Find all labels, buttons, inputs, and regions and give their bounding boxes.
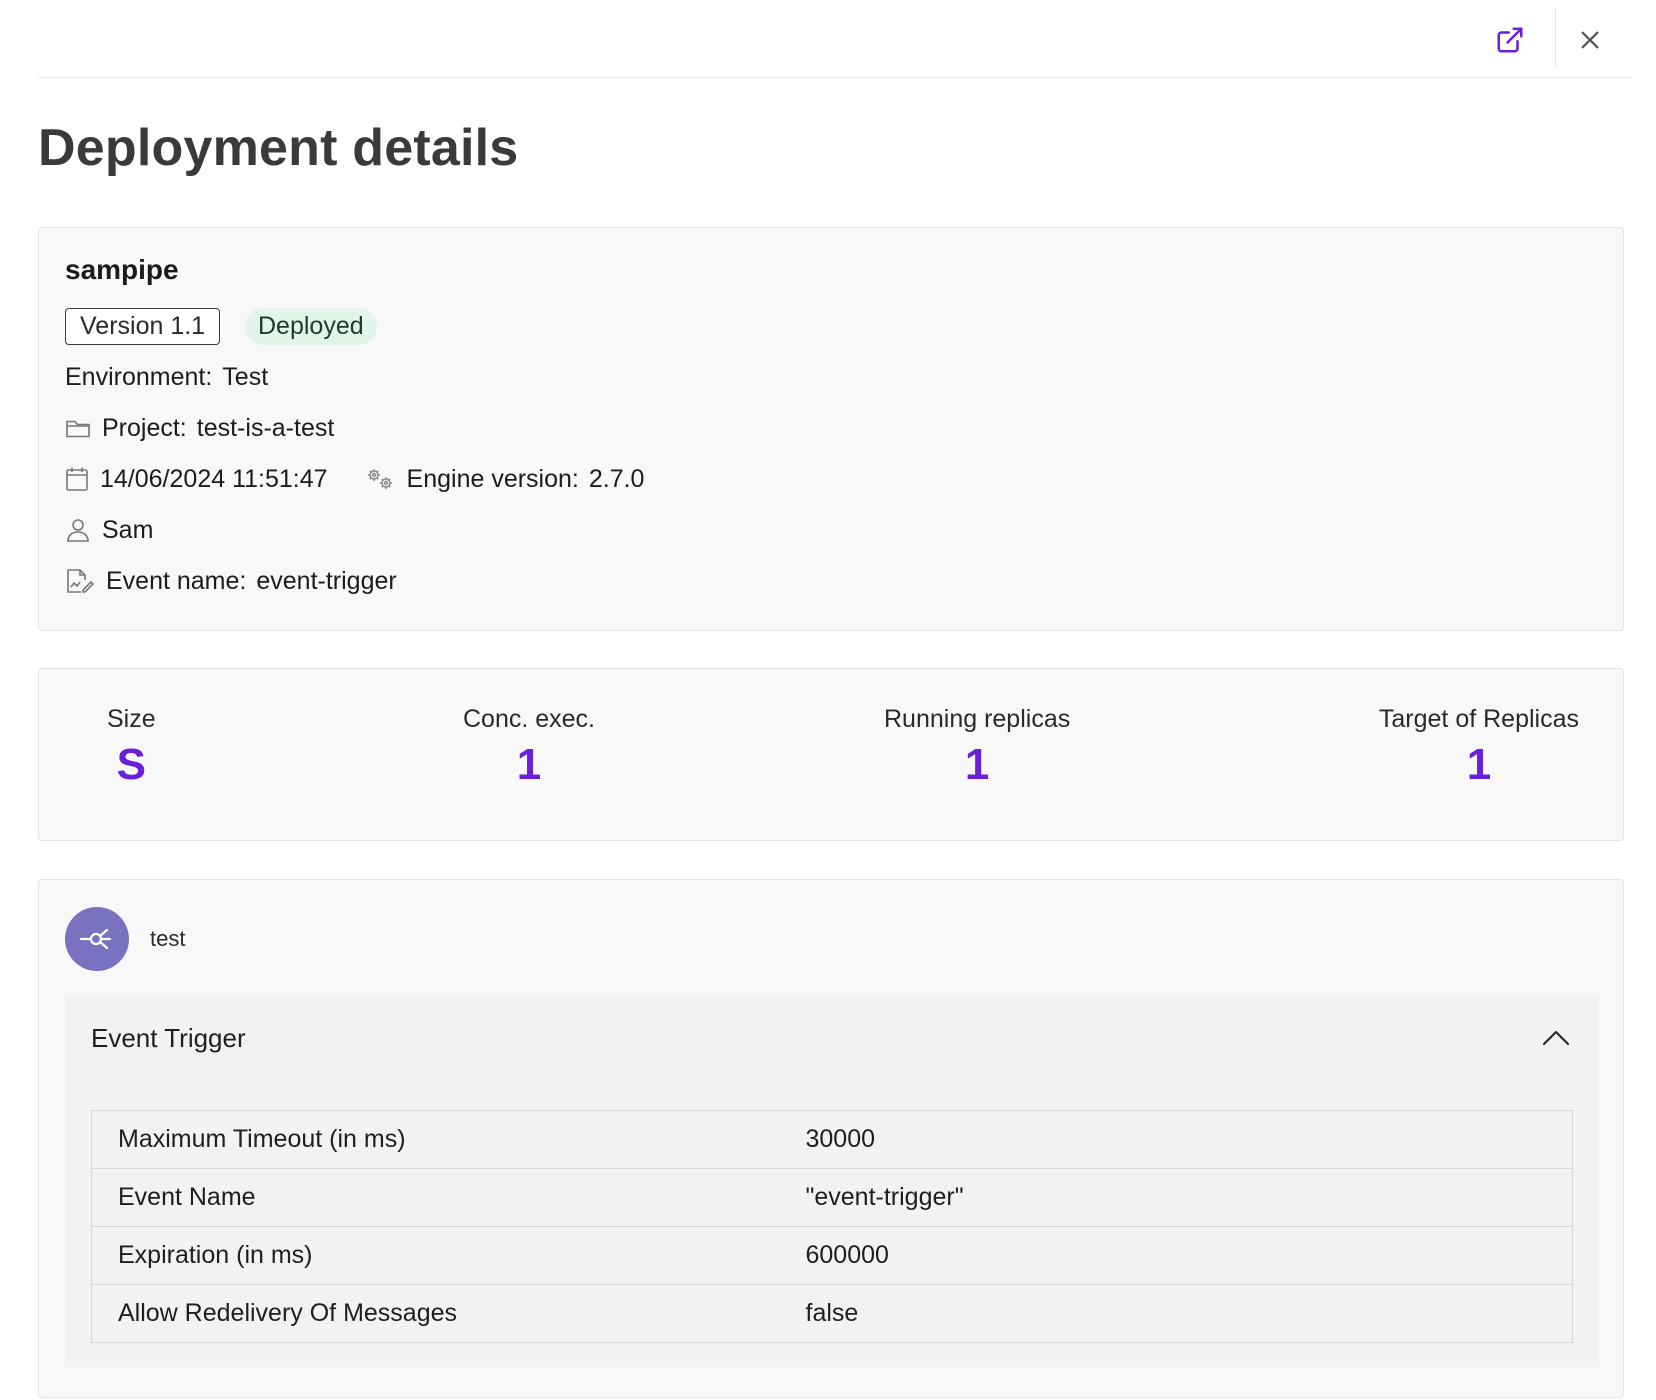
stat-label: Running replicas xyxy=(884,705,1071,733)
user-name: Sam xyxy=(102,515,154,544)
external-link-icon xyxy=(1497,27,1523,53)
version-tag: Version 1.1 xyxy=(65,308,221,345)
property-value: 600000 xyxy=(805,1226,1573,1285)
engine-version: 2.7.0 xyxy=(588,464,645,493)
engine-group: Engine version: 2.7.0 xyxy=(364,464,645,494)
event-label: Event name: xyxy=(106,566,247,595)
project-row: Project: test-is-a-test xyxy=(65,406,334,450)
user-icon xyxy=(67,519,89,542)
property-value: false xyxy=(805,1284,1573,1343)
stat-size: Size S xyxy=(107,705,156,790)
stat-concurrent-executions: Conc. exec. 1 xyxy=(463,705,595,790)
table-row: Maximum Timeout (in ms) 30000 xyxy=(92,1111,1573,1169)
step-avatar xyxy=(65,907,129,971)
property-key: Event Name xyxy=(91,1168,806,1227)
property-key: Expiration (in ms) xyxy=(91,1226,806,1285)
step-name: test xyxy=(150,926,186,951)
stat-label: Conc. exec. xyxy=(463,705,596,733)
deployment-date: 14/06/2024 11:51:47 xyxy=(100,464,328,493)
stat-label: Target of Replicas xyxy=(1378,705,1579,733)
stat-running-replicas: Running replicas 1 xyxy=(884,705,1070,790)
table-row: Event Name "event-trigger" xyxy=(91,1168,1573,1227)
environment-label: Environment: xyxy=(65,362,213,391)
event-trigger-accordion: Event Trigger Maximum Timeout (in ms) 30… xyxy=(65,995,1599,1367)
stat-value: 1 xyxy=(516,740,542,789)
environment-value: Test xyxy=(222,362,269,391)
property-key: Maximum Timeout (in ms) xyxy=(118,1125,406,1153)
stat-value: 1 xyxy=(1466,740,1492,789)
engine-label: Engine version: xyxy=(406,464,579,493)
page-title: Deployment details xyxy=(38,119,519,177)
close-button[interactable] xyxy=(1568,18,1612,62)
accordion-header[interactable]: Event Trigger xyxy=(65,995,1599,1081)
accordion-title: Event Trigger xyxy=(91,1023,246,1053)
panel-header xyxy=(38,0,1632,78)
status-badge: Deployed xyxy=(245,308,377,345)
event-row: Event name: event-trigger xyxy=(65,559,397,603)
stat-label: Size xyxy=(107,705,156,733)
trigger-icon xyxy=(79,928,112,950)
stat-value: S xyxy=(116,740,146,789)
event-value: event-trigger xyxy=(256,566,397,595)
header-divider xyxy=(1555,8,1556,68)
stat-target-replicas: Target of Replicas 1 xyxy=(1379,705,1579,790)
property-value: 30000 xyxy=(805,1125,876,1153)
property-key: Allow Redelivery Of Messages xyxy=(91,1284,806,1343)
user-row: Sam xyxy=(65,508,153,552)
stat-value: 1 xyxy=(964,740,990,789)
environment-row: Environment: Test xyxy=(65,355,268,399)
calendar-icon xyxy=(66,467,88,491)
table-row: Expiration (in ms) 600000 xyxy=(91,1226,1573,1285)
project-value: test-is-a-test xyxy=(196,413,335,442)
gears-icon xyxy=(367,469,392,489)
deployment-summary-card: sampipe Version 1.1 Deployed Environment… xyxy=(38,227,1624,631)
chevron-up-icon[interactable] xyxy=(1541,1023,1571,1053)
date-engine-row: 14/06/2024 11:51:47 Engine version: 2.7.… xyxy=(65,457,644,501)
table-row: Allow Redelivery Of Messages false xyxy=(91,1284,1573,1343)
open-in-new-tab-button[interactable] xyxy=(1488,18,1532,62)
project-label: Project: xyxy=(102,413,187,442)
deployment-stats-card: Size S Conc. exec. 1 Running replicas 1 … xyxy=(38,668,1624,841)
folder-icon xyxy=(66,420,90,438)
property-value: "event-trigger" xyxy=(805,1168,1573,1227)
pipeline-name: sampipe xyxy=(65,254,179,285)
properties-table: Maximum Timeout (in ms) 30000 Event Name… xyxy=(91,1110,1573,1343)
document-edit-icon xyxy=(67,569,95,593)
step-card: test Event Trigger Maximum Timeout (in m… xyxy=(38,879,1624,1398)
close-icon xyxy=(1581,31,1599,49)
